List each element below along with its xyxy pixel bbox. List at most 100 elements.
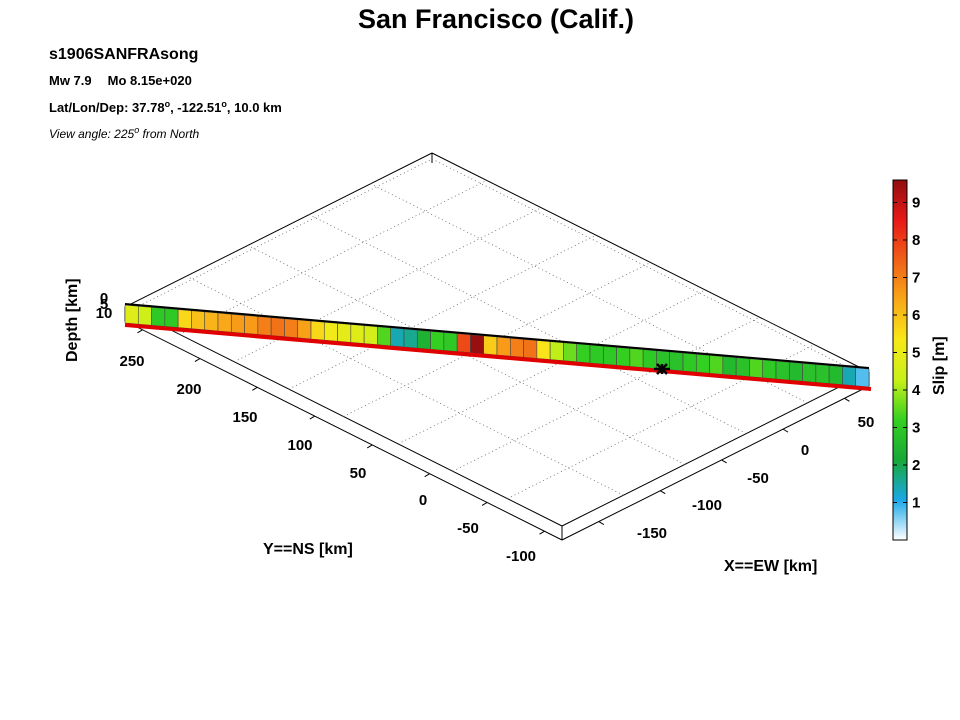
colorbar-ticks: 1 2 3 4 5 6 7 8 9 [893, 195, 921, 512]
y-tick-mark [194, 358, 201, 362]
colorbar-tick-label: 8 [912, 232, 920, 249]
y-tick-mark [309, 415, 316, 420]
slip-cell [270, 317, 285, 338]
slip-cell [297, 319, 312, 340]
slip-cell [244, 314, 259, 335]
y-tick-label: 150 [232, 409, 257, 426]
colorbar-tick-label: 3 [912, 420, 920, 437]
slip-cell [602, 345, 617, 366]
slip-cell [709, 354, 724, 375]
box-edge [124, 152, 433, 308]
x-tick-label: 50 [858, 414, 875, 431]
z-tick-label: 10 [96, 305, 113, 322]
colorbar-tick-label: 5 [912, 345, 920, 362]
grid-line [431, 158, 870, 379]
x-tick-mark [721, 459, 727, 464]
slip-cell [855, 367, 870, 388]
y-tick-label: -50 [457, 520, 479, 537]
slip-cell [337, 322, 352, 343]
slip-cell [842, 366, 857, 387]
x-tick-mark [844, 397, 850, 402]
slip-cell [563, 342, 578, 363]
slip-cell [323, 321, 338, 342]
colorbar-tick-label: 2 [912, 457, 920, 474]
y-tick-label: -100 [506, 548, 536, 565]
slip-cell [191, 310, 206, 331]
slip-cell [695, 353, 710, 374]
box-edge [561, 385, 870, 541]
hypocenter-star-icon [654, 363, 670, 375]
box-edge [124, 320, 563, 541]
slip-cell [576, 343, 591, 364]
y-tick-label: 100 [287, 437, 312, 454]
slip-cell [430, 330, 445, 351]
slip-cell [775, 360, 790, 381]
slip-cell [483, 335, 498, 356]
colorbar-tick-label: 9 [912, 195, 920, 212]
slip-cell [735, 357, 750, 378]
y-tick-label: 0 [419, 492, 427, 509]
slip-cell [549, 341, 564, 362]
axes-box [124, 152, 870, 541]
slip-cell [284, 318, 299, 339]
grid-line [288, 234, 597, 390]
box-edge [431, 152, 870, 373]
slip-cell [669, 351, 684, 372]
y-tick-label: 50 [350, 465, 367, 482]
y-tick-mark [539, 530, 545, 535]
slip-cell [456, 333, 471, 354]
mw-label: Mw 7.9 [49, 73, 92, 88]
colorbar-label: Slip [m] [931, 336, 948, 395]
slip-cell [390, 327, 405, 348]
slip-cell [310, 320, 325, 341]
view-angle-label: View angle: 225o from North [49, 125, 200, 141]
x-tick-label: -150 [637, 525, 667, 542]
x-tick-mark [659, 490, 666, 495]
slip-cell [629, 348, 644, 368]
grid-line [309, 214, 747, 434]
fault-plane [124, 303, 872, 391]
slip-cell [509, 337, 524, 358]
colorbar-tick-label: 6 [912, 307, 920, 324]
slip-cell [642, 349, 657, 370]
slip-cell [230, 313, 245, 334]
slip-cell [377, 326, 392, 347]
slip-cell [788, 361, 803, 382]
y-tick-label: 250 [119, 353, 144, 370]
y-tick-mark [481, 502, 488, 506]
magnitude-label: Mw 7.9 Mo 8.15e+020 [49, 73, 192, 88]
slip-cell [815, 364, 830, 384]
colorbar-tick-label: 4 [912, 382, 921, 399]
slip-cell [536, 340, 551, 360]
fault-top-edge [125, 303, 869, 369]
surface-trace [124, 323, 872, 391]
slip-cell [257, 316, 272, 336]
slip-cell [137, 305, 152, 326]
z-tick-label: 0 [100, 290, 108, 307]
y-tick-mark [137, 329, 143, 334]
slip-cell [151, 306, 166, 327]
y-tick-label: 200 [176, 381, 201, 398]
slip-cell [682, 352, 697, 373]
y-tick-mark [424, 473, 430, 478]
x-tick-label: -100 [692, 497, 722, 514]
mo-label: Mo 8.15e+020 [108, 73, 192, 88]
x-axis-label: X==EW [km] [724, 558, 817, 575]
y-axis-label: Y==NS [km] [263, 541, 353, 558]
slip-cell [164, 308, 179, 328]
grid-line [370, 183, 808, 404]
slip-cell [204, 311, 219, 332]
x-tick-label: -50 [747, 470, 769, 487]
slip-cell [470, 334, 485, 355]
slip-cell [589, 344, 604, 365]
event-id: s1906SANFRAsong [49, 46, 198, 63]
slip-cell [443, 332, 458, 352]
slip-cell [217, 312, 232, 333]
grid-line [124, 158, 433, 314]
slip-cell [496, 336, 511, 357]
x-tick-mark [598, 521, 605, 525]
slip-cell [802, 362, 817, 383]
slip-cell [523, 338, 538, 359]
slip-cell [124, 304, 139, 325]
